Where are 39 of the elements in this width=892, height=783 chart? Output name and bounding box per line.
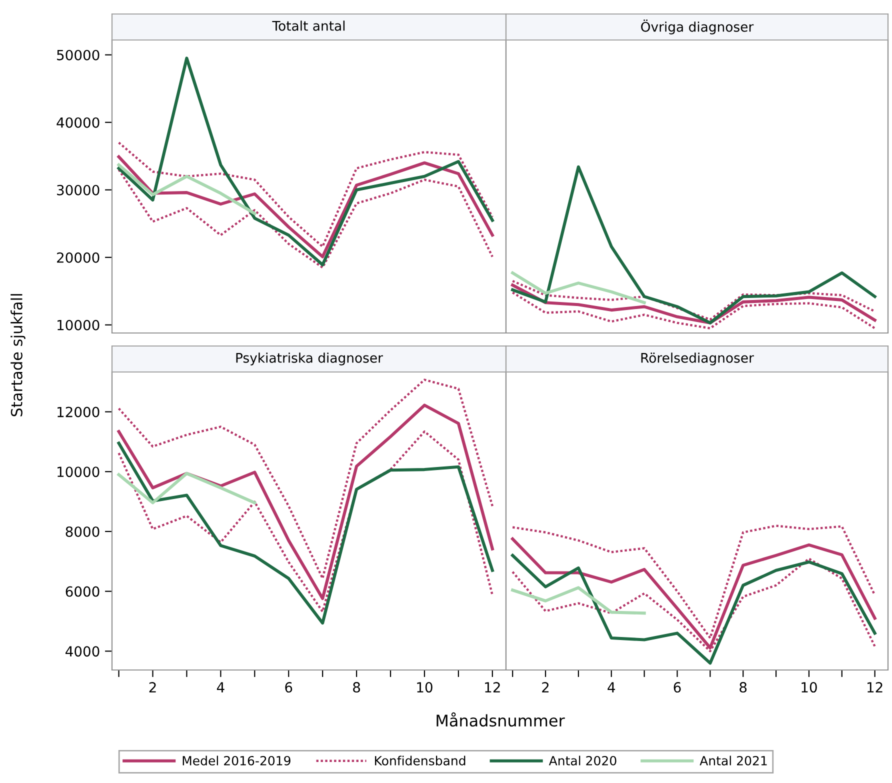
y-tick-label: 40000	[56, 117, 100, 128]
line-series	[117, 56, 494, 266]
line-series	[117, 163, 256, 216]
legend-label: Antal 2020	[548, 756, 616, 766]
x-tick-label: 6	[674, 682, 681, 693]
y-axis-title: Startade sjukfall	[10, 294, 26, 416]
legend-label: Antal 2021	[700, 756, 767, 766]
line-series	[118, 142, 494, 248]
x-tick-label: 6	[285, 682, 292, 693]
chart-title: Övriga diagnoser	[641, 20, 754, 34]
chart-title: Totalt antal	[272, 20, 345, 31]
x-tick-label: 8	[740, 682, 747, 693]
y-tick-label: 20000	[57, 252, 100, 263]
x-tick-label: 12	[485, 682, 500, 692]
x-tick-label: 4	[216, 682, 224, 692]
line-series	[117, 155, 494, 258]
legend-label: Medel 2016-2019	[182, 756, 290, 766]
line-series	[118, 168, 494, 269]
x-tick-label: 12	[868, 682, 882, 692]
x-tick-label: 10	[417, 682, 432, 693]
chart-title: Psykiatriska diagnoser	[236, 352, 383, 366]
x-axis-title: Månadsnummer	[436, 712, 565, 727]
x-tick-label: 2	[149, 682, 156, 692]
y-tick-label: 50000	[57, 50, 100, 60]
line-series	[117, 472, 256, 504]
y-tick-label: 12000	[58, 406, 100, 418]
legend-label: Konfidensband	[375, 756, 466, 766]
y-tick-label: 8000	[66, 526, 100, 537]
line-series	[118, 378, 494, 580]
y-tick-label: 30000	[57, 184, 100, 196]
x-tick-label: 2	[542, 682, 549, 692]
y-tick-label: 4000	[66, 646, 100, 657]
chart-title: Rörelsediagnoser	[641, 352, 754, 366]
x-tick-label: 4	[608, 682, 616, 692]
y-tick-label: 6000	[66, 586, 100, 597]
y-tick-label: 10000	[58, 320, 100, 330]
x-tick-label: 10	[802, 682, 817, 693]
y-tick-label: 10000	[58, 466, 100, 478]
x-tick-label: 8	[353, 682, 360, 693]
